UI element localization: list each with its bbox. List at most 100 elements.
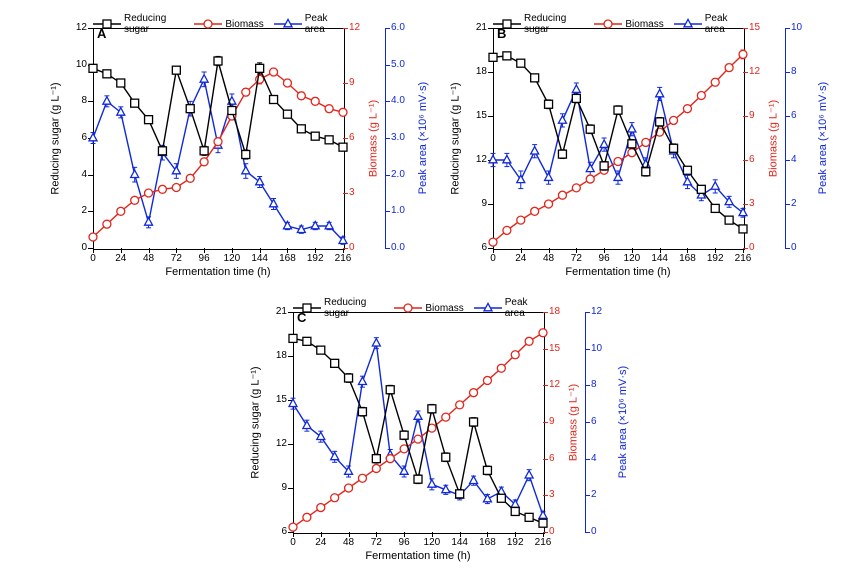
y1-tick <box>88 248 93 249</box>
y3-tick <box>785 160 790 161</box>
x-tick-label: 72 <box>166 254 186 264</box>
y2-tick-label: 3 <box>549 490 567 500</box>
x-tick-label: 24 <box>311 538 331 548</box>
y3-tick-label: 0 <box>791 243 813 253</box>
x-tick-label: 120 <box>422 538 442 548</box>
y2-tick <box>543 349 548 350</box>
y3-tick <box>385 101 390 102</box>
series-line-biomass <box>493 54 743 242</box>
y3-tick <box>385 138 390 139</box>
y3-tick <box>585 459 590 460</box>
y2-tick-label: 3 <box>349 188 367 198</box>
y2-tick <box>743 28 748 29</box>
panel-B: BReducing sugarBiomassPeak area024487296… <box>425 12 825 280</box>
y1-axis-label: Reducing sugar (g L⁻¹) <box>49 29 62 249</box>
y3-tick <box>385 175 390 176</box>
x-tick-label: 72 <box>366 538 386 548</box>
y3-tick <box>585 312 590 313</box>
y1-axis-label: Reducing sugar (g L⁻¹) <box>449 29 462 249</box>
y2-tick-label: 12 <box>549 380 567 390</box>
y2-tick-label: 18 <box>549 307 567 317</box>
x-axis-label: Fermentation time (h) <box>93 266 343 278</box>
y1-tick-label: 15 <box>465 111 487 121</box>
y3-tick-label: 8 <box>591 380 613 390</box>
y2-tick-label: 9 <box>749 111 767 121</box>
y3-tick <box>385 65 390 66</box>
y2-tick-label: 0 <box>749 243 767 253</box>
y3-tick-label: 0.0 <box>391 243 413 253</box>
y2-axis-label: Biomass (g L⁻¹) <box>367 29 380 249</box>
x-tick-label: 120 <box>622 254 642 264</box>
y2-tick-label: 6 <box>749 155 767 165</box>
x-tick-label: 24 <box>111 254 131 264</box>
y2-tick <box>743 204 748 205</box>
y3-tick-label: 2.0 <box>391 170 413 180</box>
y1-tick-label: 8 <box>65 96 87 106</box>
y2-tick <box>743 72 748 73</box>
y1-tick-label: 12 <box>65 23 87 33</box>
y3-tick <box>385 28 390 29</box>
y3-tick-label: 6 <box>791 111 813 121</box>
y1-tick-label: 21 <box>465 23 487 33</box>
y2-tick-label: 3 <box>749 199 767 209</box>
x-tick-label: 192 <box>505 538 525 548</box>
y3-tick-label: 6 <box>591 417 613 427</box>
y1-tick <box>488 248 493 249</box>
x-tick-label: 144 <box>250 254 270 264</box>
y3-tick-label: 1.0 <box>391 206 413 216</box>
x-tick-label: 216 <box>333 254 353 264</box>
y3-tick-label: 4 <box>791 155 813 165</box>
y1-axis-label: Reducing sugar (g L⁻¹) <box>249 313 262 533</box>
panel-C: CReducing sugarBiomassPeak area024487296… <box>225 296 625 564</box>
y3-tick-label: 0 <box>591 527 613 537</box>
x-tick-label: 120 <box>222 254 242 264</box>
x-tick-label: 0 <box>83 254 103 264</box>
y3-tick-label: 6.0 <box>391 23 413 33</box>
y2-tick <box>543 422 548 423</box>
y3-axis-label: Peak area (×10⁶ mV·s) <box>617 312 629 532</box>
y3-tick-label: 4.0 <box>391 96 413 106</box>
x-tick-label: 48 <box>539 254 559 264</box>
y2-tick <box>343 248 348 249</box>
y3-tick <box>585 349 590 350</box>
y2-tick-label: 0 <box>549 527 567 537</box>
y1-tick <box>288 532 293 533</box>
y1-tick-label: 0 <box>65 243 87 253</box>
y3-tick <box>785 28 790 29</box>
y3-tick <box>385 211 390 212</box>
y3-tick <box>785 248 790 249</box>
y2-tick-label: 12 <box>749 67 767 77</box>
x-axis-label: Fermentation time (h) <box>293 550 543 562</box>
y1-tick-label: 12 <box>465 155 487 165</box>
y3-tick <box>585 532 590 533</box>
y2-tick <box>543 532 548 533</box>
y3-tick <box>785 204 790 205</box>
x-tick-label: 96 <box>594 254 614 264</box>
y2-tick <box>743 248 748 249</box>
x-tick-label: 216 <box>533 538 553 548</box>
x-tick-label: 144 <box>450 538 470 548</box>
y3-tick-label: 5.0 <box>391 60 413 70</box>
y1-tick-label: 6 <box>465 243 487 253</box>
x-tick-label: 216 <box>733 254 753 264</box>
x-tick-label: 48 <box>339 538 359 548</box>
y2-tick <box>343 83 348 84</box>
y1-tick-label: 12 <box>265 439 287 449</box>
y2-tick <box>743 116 748 117</box>
y3-tick <box>785 116 790 117</box>
y2-tick <box>543 312 548 313</box>
y3-tick-label: 10 <box>591 344 613 354</box>
x-tick-label: 192 <box>705 254 725 264</box>
y3-tick <box>585 422 590 423</box>
x-tick-label: 192 <box>305 254 325 264</box>
x-tick-label: 96 <box>394 538 414 548</box>
y2-tick <box>543 495 548 496</box>
x-tick-label: 24 <box>511 254 531 264</box>
y3-tick <box>585 385 590 386</box>
y3-spine <box>785 28 786 248</box>
x-tick-label: 168 <box>677 254 697 264</box>
y1-tick-label: 10 <box>65 60 87 70</box>
y3-tick-label: 12 <box>591 307 613 317</box>
y3-tick-label: 2 <box>791 199 813 209</box>
y2-tick <box>343 193 348 194</box>
